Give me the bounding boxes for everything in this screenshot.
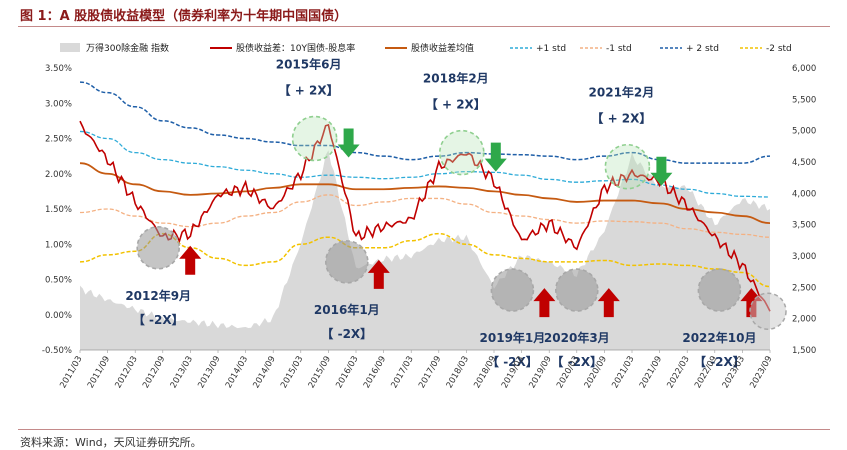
up-arrow-5 [533,288,556,318]
down-arrow-0 [337,128,360,158]
x-tick-0: 2011/03 [58,355,84,391]
x-tick-9: 2015/09 [307,355,333,391]
y-right-tick-3: 3,000 [792,252,816,262]
peak-circle-1 [438,129,485,176]
x-tick-1: 2011/09 [86,355,112,391]
chart: 万得300除金融 指数 股债收益差：10Y国债-股息率 股债收益差均值 +1 std -… [42,42,816,391]
up-arrow-6 [597,288,620,318]
y-right-tick-9: 6,000 [792,64,816,74]
x-tick-11: 2016/09 [362,355,388,391]
legend-label-2: 股债收益差均值 [411,42,474,54]
plus2-std-line [79,81,771,164]
extra-circle-0 [749,292,787,330]
y-left-tick-5: 2.00% [45,170,72,180]
legend-label-6: -2 std [766,44,792,54]
legend-label-3: +1 std [536,44,566,54]
figure-title: 图 1：A 股股债收益模型（债券利率为十年期中国国债） [20,9,348,24]
x-tick-2: 2012/03 [113,355,139,391]
y-right-tick-7: 5,000 [792,127,816,137]
minus2-std-line [79,232,771,288]
x-tick-4: 2013/03 [169,355,195,391]
y-left-tick-4: 1.50% [45,205,72,215]
trough-circle-4 [324,240,369,284]
mean-line [79,162,771,224]
legend-swatch-0 [60,43,80,52]
x-tick-21: 2021/09 [638,355,664,391]
annotation-date-4: 2016年1月 [314,302,380,317]
annotation-signal-0: 【 + 2X】 [279,83,339,98]
y-left-tick-3: 1.00% [45,240,72,250]
index-area [80,150,770,350]
down-arrow-1 [484,142,507,172]
x-tick-7: 2014/09 [251,355,277,391]
annotation-signal-4: 【 -2X】 [321,326,372,341]
legend-label-0: 万得300除金融 指数 [86,42,169,54]
annotation-signal-6: 【 -2X】 [551,354,602,369]
trough-circle-7 [697,268,742,312]
x-tick-6: 2014/03 [224,355,250,391]
up-arrow-4 [367,259,390,289]
legend-label-4: -1 std [606,44,632,54]
x-tick-15: 2018/09 [472,355,498,391]
x-tick-10: 2016/03 [334,355,360,391]
bottom-divider [18,429,830,430]
legend-label-1: 股债收益差：10Y国债-股息率 [236,42,355,54]
annotation-marks: 2015年6月【 + 2X】2018年2月【 + 2X】2021年2月【 + 2… [125,57,787,369]
y-right-tick-2: 2,500 [792,283,816,293]
y-right-tick-5: 4,000 [792,189,816,199]
index-area-path [80,150,770,350]
annotation-signal-5: 【 -2X】 [487,354,538,369]
trough-circle-6 [554,268,599,312]
up-arrow-3 [179,245,202,275]
down-arrow-2 [650,156,673,186]
x-tick-22: 2022/03 [665,355,691,391]
y-left-tick-6: 2.50% [45,135,72,145]
x-tick-3: 2012/09 [141,355,167,391]
y-left-tick-2: 0.50% [45,276,72,286]
source-note: 资料来源：Wind，天风证券研究所。 [20,436,202,449]
x-tick-13: 2017/09 [417,355,443,391]
x-tick-20: 2021/03 [610,355,636,391]
x-tick-8: 2015/03 [279,355,305,391]
y-left-tick-8: 3.50% [45,64,72,74]
annotation-signal-3: 【 -2X】 [133,312,184,327]
x-tick-25: 2023/09 [748,355,774,391]
plus1-std-line [79,130,771,198]
x-tick-12: 2017/03 [389,355,415,391]
annotation-date-2: 2021年2月 [589,85,655,100]
y-right-tick-6: 4,500 [792,158,816,168]
annotation-date-6: 2020年3月 [544,330,610,345]
peak-circle-2 [604,143,651,190]
trough-circle-5 [490,268,535,312]
peak-circle-0 [291,115,338,162]
annotation-signal-2: 【 + 2X】 [591,111,651,126]
top-divider [18,26,830,27]
legend: 万得300除金融 指数 股债收益差：10Y国债-股息率 股债收益差均值 +1 std -… [60,42,792,54]
x-tick-5: 2013/09 [196,355,222,391]
y-right-tick-1: 2,000 [792,315,816,325]
y-right-tick-8: 5,500 [792,95,816,105]
annotation-signal-1: 【 + 2X】 [426,97,486,112]
annotation-date-7: 2022年10月 [682,330,756,345]
annotation-date-1: 2018年2月 [423,71,489,86]
x-tick-14: 2018/03 [445,355,471,391]
y-left-tick-0: -0.50% [42,346,72,356]
annotation-date-5: 2019年1月 [480,330,546,345]
legend-label-5: + 2 std [686,44,719,54]
y-right-tick-4: 3,500 [792,221,816,231]
annotation-date-0: 2015年6月 [276,57,342,72]
y-left-tick-7: 3.00% [45,99,72,109]
y-right-tick-0: 1,500 [792,346,816,356]
trough-circle-3 [136,225,180,270]
annotation-signal-7: 【 -2X】 [694,354,745,369]
y-left-tick-1: 0.00% [45,311,72,321]
annotation-date-3: 2012年9月 [125,288,191,303]
